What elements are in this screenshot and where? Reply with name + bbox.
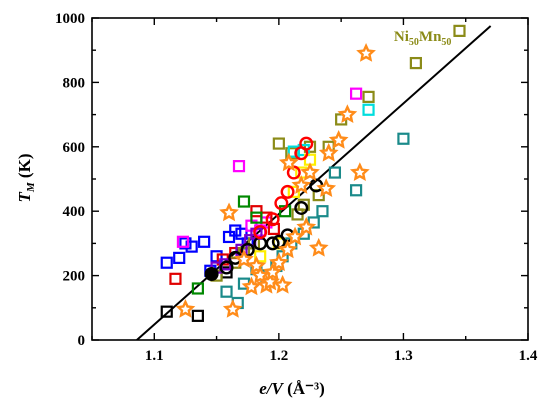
series-5-square [210, 24, 466, 282]
y-tick-label: 400 [63, 204, 86, 220]
fit-line [136, 25, 492, 340]
plot-area [136, 24, 492, 340]
data-point [268, 252, 289, 272]
data-point [222, 299, 243, 318]
data-layer [136, 24, 492, 340]
data-point [265, 212, 280, 227]
data-point [176, 235, 190, 248]
data-point [234, 249, 254, 268]
data-point [198, 235, 211, 248]
data-point [285, 226, 305, 246]
data-point [308, 237, 329, 257]
data-point [278, 152, 299, 172]
data-point [328, 129, 349, 149]
x-axis-title: e/V (Å⁻³) [259, 379, 325, 398]
data-point [179, 237, 192, 250]
data-point [265, 236, 280, 251]
axes: 1.1 1.2 1.3 1.4 0 200 400 600 800 1000 [55, 11, 538, 364]
data-point [274, 196, 289, 211]
x-tick-label: 1.2 [269, 348, 288, 364]
annotation-element-2: Mn [419, 29, 442, 45]
data-point [349, 87, 363, 100]
annotation-sub-1: 50 [409, 37, 419, 48]
data-point [175, 299, 196, 318]
data-point [254, 250, 267, 263]
data-point [316, 205, 329, 218]
data-point [173, 251, 186, 264]
data-point [250, 265, 271, 284]
data-point [280, 184, 295, 199]
annotation-sub-2: 50 [441, 37, 451, 48]
data-point [287, 185, 300, 198]
data-point [397, 132, 410, 145]
data-point [294, 200, 309, 215]
data-point [160, 256, 173, 269]
y-axis-title-sub: M [25, 181, 37, 193]
data-point [299, 136, 314, 151]
data-point [260, 271, 280, 291]
y-axis-title-unit: (K) [15, 154, 34, 183]
data-point [241, 276, 262, 296]
data-point [219, 202, 239, 222]
x-axis-title-unit: (Å⁻³) [283, 379, 325, 398]
data-point [235, 227, 248, 240]
series-12-circle-filled [204, 266, 219, 281]
x-tick-label: 1.4 [519, 348, 538, 364]
y-tick-label: 200 [63, 269, 86, 285]
data-point [250, 205, 263, 218]
data-point [316, 178, 337, 198]
data-point [237, 195, 251, 208]
data-point [362, 90, 375, 103]
y-tick-label: 800 [63, 75, 86, 91]
data-point [250, 211, 263, 224]
annotation-element-1: Ni [394, 29, 409, 45]
series-0-square [160, 224, 254, 277]
x-tick-label: 1.3 [394, 348, 413, 364]
data-point [262, 262, 283, 281]
data-point [191, 309, 204, 322]
data-point [303, 140, 317, 153]
data-point [191, 282, 204, 295]
data-point [232, 160, 246, 173]
data-point [356, 43, 376, 62]
data-point [272, 137, 285, 150]
data-point [160, 305, 173, 318]
y-tick-label: 0 [78, 333, 86, 349]
data-point [337, 104, 358, 123]
y-tick-label: 600 [63, 140, 86, 156]
data-point [219, 260, 234, 275]
ni50mn50-annotation: Ni50Mn50 [394, 29, 452, 48]
data-point [300, 162, 320, 181]
y-axis-title: TM (K) [15, 154, 37, 203]
series-13-star [175, 43, 376, 318]
data-point [328, 166, 342, 179]
data-point [291, 175, 312, 194]
data-point [169, 272, 182, 285]
data-point [349, 184, 363, 197]
data-point [220, 285, 233, 298]
data-point [349, 162, 370, 181]
data-point [453, 24, 466, 37]
data-point [204, 266, 219, 281]
data-point [210, 250, 223, 263]
data-point [253, 225, 268, 240]
data-point [297, 198, 310, 211]
data-point [229, 224, 242, 237]
data-point [222, 230, 236, 244]
data-point [272, 274, 293, 294]
data-point [362, 103, 375, 116]
plot-frame [91, 17, 529, 341]
y-tick-label: 1000 [55, 11, 85, 27]
x-axis-title-symbol: e/V [259, 379, 284, 398]
y-axis-title-symbol: T [15, 191, 34, 202]
data-point [409, 56, 422, 70]
x-tick-label: 1.1 [145, 348, 164, 364]
data-point [277, 239, 298, 259]
data-point [296, 216, 317, 236]
data-point [318, 142, 339, 162]
